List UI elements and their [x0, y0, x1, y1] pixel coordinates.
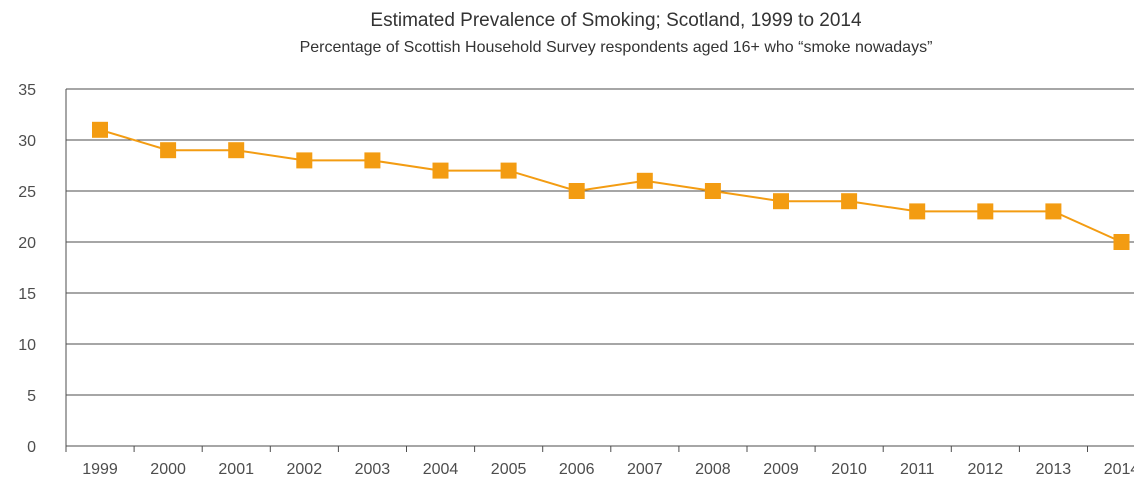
- x-tick-label-2012: 2012: [968, 461, 1004, 478]
- x-tick-label-2011: 2011: [900, 461, 935, 478]
- y-tick-label-30: 30: [18, 133, 36, 150]
- x-tick-label-2003: 2003: [355, 461, 391, 478]
- x-tick-label-2002: 2002: [287, 461, 323, 478]
- x-tick-label-2000: 2000: [150, 461, 186, 478]
- data-point-2001: [228, 142, 245, 159]
- y-tick-label-35: 35: [18, 82, 36, 99]
- series-layer: [92, 121, 1130, 250]
- data-point-2004: [432, 162, 449, 179]
- data-point-2000: [160, 142, 177, 159]
- data-point-2014: [1113, 234, 1130, 250]
- data-point-2009: [773, 193, 789, 210]
- x-tick-label-2006: 2006: [559, 461, 595, 478]
- y-tick-label-25: 25: [18, 184, 36, 201]
- series-line-0: [99, 128, 1122, 243]
- y-tick-label-5: 5: [27, 388, 36, 405]
- data-point-2005: [500, 162, 517, 179]
- data-point-2013: [1045, 203, 1062, 220]
- data-point-2008: [704, 183, 721, 199]
- x-tick-label-2013: 2013: [1036, 461, 1072, 478]
- chart-title: Estimated Prevalence of Smoking; Scotlan…: [370, 10, 862, 31]
- y-tick-label-15: 15: [18, 286, 36, 303]
- x-tick-label-2008: 2008: [695, 461, 731, 478]
- data-point-2012: [977, 203, 994, 220]
- axes: [65, 89, 1134, 452]
- y-tick-label-20: 20: [18, 235, 36, 252]
- data-point-2010: [841, 193, 858, 210]
- x-tick-label-2001: 2001: [218, 461, 254, 478]
- x-tick-labels: 1999 2000 2001 2002 2003 2004 2005 2006 2007 2008…: [82, 461, 1134, 478]
- data-point-2003: [364, 152, 381, 169]
- y-tick-label-10: 10: [18, 337, 36, 354]
- y-tick-label-0: 0: [27, 439, 36, 456]
- chart-subtitle: Percentage of Scottish Household Survey …: [299, 39, 933, 56]
- gridlines: [66, 88, 1134, 396]
- data-point-2002: [296, 152, 313, 169]
- x-tick-label-2009: 2009: [763, 461, 799, 478]
- data-point-1999: [92, 121, 108, 138]
- x-tick-label-2004: 2004: [423, 461, 459, 478]
- x-tick-label-2014: 2014: [1104, 461, 1134, 478]
- x-tick-label-2007: 2007: [627, 461, 663, 478]
- x-tick-label-2010: 2010: [831, 461, 867, 478]
- data-point-2006: [568, 183, 585, 199]
- y-tick-labels: 0 5 10 15 20 25 30 35: [18, 82, 36, 456]
- data-point-2007: [636, 172, 653, 189]
- x-tick-label-2005: 2005: [491, 461, 527, 478]
- x-tick-label-1999: 1999: [82, 461, 118, 478]
- data-point-2011: [909, 203, 926, 220]
